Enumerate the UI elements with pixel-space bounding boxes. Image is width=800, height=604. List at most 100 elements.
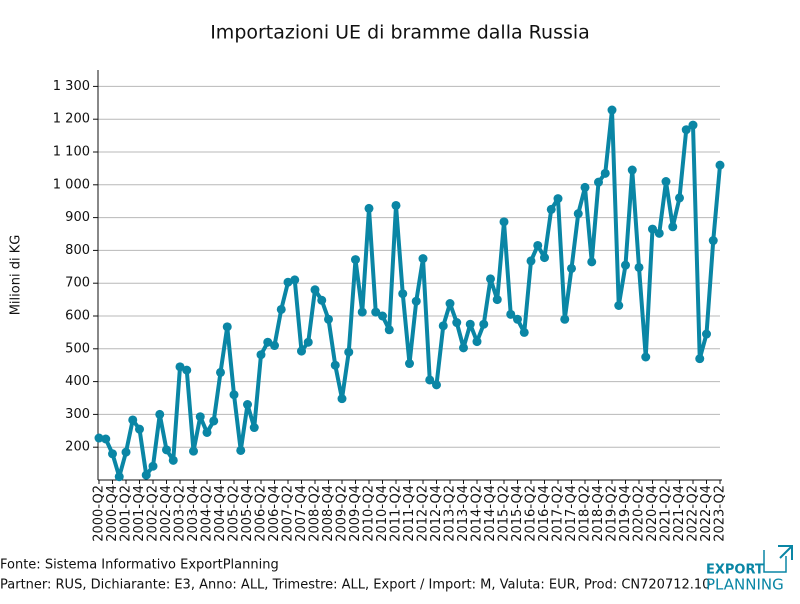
x-tick-label: 2023-Q2 <box>713 485 728 542</box>
x-tick-label: 2005-Q4 <box>240 485 255 542</box>
data-point <box>634 262 644 272</box>
data-point <box>344 347 354 357</box>
data-point <box>222 322 232 332</box>
x-tick-label: 2012-Q4 <box>429 485 444 542</box>
data-point <box>492 295 502 305</box>
data-point <box>600 168 610 178</box>
y-tick-label: 500 <box>65 341 90 356</box>
footer-source: Fonte: Sistema Informativo ExportPlannin… <box>0 558 279 573</box>
x-tick-label: 2007-Q4 <box>294 485 309 542</box>
data-point <box>553 194 563 204</box>
y-tick-label: 600 <box>65 309 90 324</box>
data-point <box>337 394 347 404</box>
data-point <box>438 321 448 331</box>
x-tick-label: 2019-Q4 <box>618 485 633 542</box>
x-tick-label: 2015-Q4 <box>510 485 525 542</box>
data-point <box>141 470 151 480</box>
x-tick-label: 2014-Q4 <box>483 485 498 542</box>
y-tick-label: 900 <box>65 210 90 225</box>
data-point <box>297 346 306 356</box>
x-tick-label: 2008-Q4 <box>321 485 336 542</box>
data-point <box>621 260 630 270</box>
data-point <box>411 296 421 306</box>
y-tick-label: 1 100 <box>53 145 90 160</box>
data-point <box>101 434 111 444</box>
x-tick-label: 2022-Q4 <box>699 485 714 542</box>
x-tick-label: 2015-Q2 <box>497 485 512 542</box>
data-point <box>195 412 205 422</box>
data-point <box>384 325 394 335</box>
data-point <box>229 390 239 400</box>
data-point <box>681 125 691 135</box>
data-point <box>249 423 259 433</box>
data-point <box>452 318 462 328</box>
data-point <box>351 255 360 265</box>
data-point <box>573 209 583 219</box>
data-point <box>688 120 698 130</box>
data-point <box>654 228 664 238</box>
x-tick-label: 2002-Q4 <box>159 485 174 542</box>
data-point <box>391 200 401 210</box>
data-point <box>425 375 435 385</box>
x-tick-label: 2002-Q2 <box>146 485 161 542</box>
x-tick-label: 2018-Q2 <box>578 485 593 542</box>
data-point <box>472 337 482 347</box>
data-point <box>162 445 171 455</box>
data-point <box>486 274 495 284</box>
x-tick-label: 2007-Q2 <box>281 485 296 542</box>
x-tick-label: 2010-Q4 <box>375 485 390 542</box>
data-point <box>263 337 273 347</box>
x-tick-label: 2022-Q2 <box>686 485 701 542</box>
data-point <box>702 329 711 339</box>
data-point <box>546 204 556 214</box>
data-point <box>148 461 158 471</box>
data-point <box>661 177 671 187</box>
data-point <box>357 307 367 317</box>
x-tick-label: 2012-Q2 <box>416 485 431 542</box>
data-point <box>276 304 286 314</box>
data-point <box>216 367 225 377</box>
data-point <box>243 400 252 410</box>
data-point <box>209 416 219 426</box>
data-point <box>627 165 637 175</box>
data-point <box>560 314 570 324</box>
y-tick-label: 1 300 <box>53 79 90 94</box>
x-tick-label: 2000-Q2 <box>92 485 107 542</box>
data-point <box>675 193 684 203</box>
footer-details: Partner: RUS, Dichiarante: E3, Anno: ALL… <box>0 578 710 593</box>
data-point <box>155 409 165 419</box>
x-tick-label: 2017-Q4 <box>564 485 579 542</box>
data-point <box>432 380 441 390</box>
data-point <box>108 449 117 459</box>
logo-text: PLANNING <box>706 576 784 594</box>
x-tick-label: 2001-Q4 <box>132 485 147 542</box>
data-point <box>135 424 144 434</box>
x-tick-label: 2011-Q2 <box>389 485 404 542</box>
x-tick-label: 2004-Q4 <box>213 485 228 542</box>
y-axis-label: Milioni di KG <box>9 235 24 316</box>
logo-arrow <box>778 545 793 560</box>
logo: EXPORT PLANNING <box>706 545 793 594</box>
x-tick-label: 2006-Q4 <box>267 485 282 542</box>
data-point <box>236 445 246 455</box>
data-point <box>594 177 603 187</box>
x-tick-label: 2004-Q2 <box>200 485 215 542</box>
data-point <box>256 350 266 360</box>
x-tick-label: 2020-Q2 <box>632 485 647 542</box>
data-point <box>398 289 408 299</box>
data-point <box>614 301 624 311</box>
data-point <box>378 311 387 321</box>
data-point <box>182 365 192 375</box>
data-point <box>641 352 651 362</box>
x-tick-label: 2019-Q2 <box>605 485 620 542</box>
x-tick-label: 2020-Q4 <box>645 485 660 542</box>
y-tick-label: 1 200 <box>53 112 90 127</box>
x-tick-label: 2016-Q4 <box>537 485 552 542</box>
data-point <box>540 253 549 263</box>
data-point <box>330 360 340 370</box>
data-point <box>513 314 522 324</box>
y-tick-label: 700 <box>65 276 90 291</box>
data-point <box>445 299 455 309</box>
